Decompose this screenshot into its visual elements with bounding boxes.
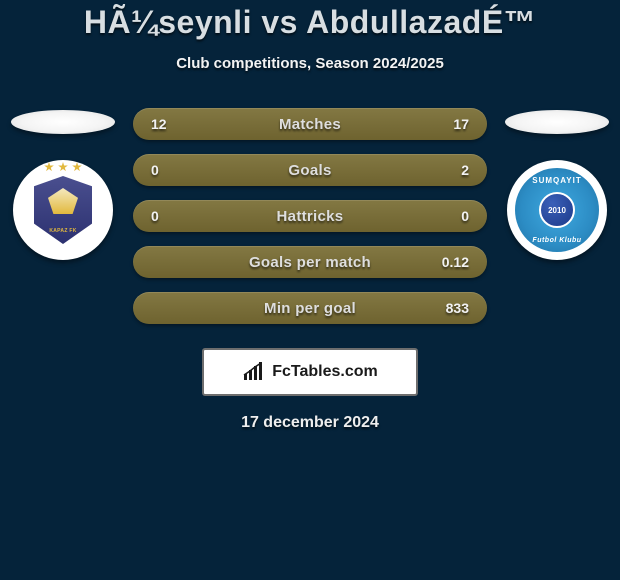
- date-label: 17 december 2024: [0, 414, 620, 432]
- right-club-year: 2010: [548, 206, 566, 215]
- stat-right-value: 0.12: [429, 254, 469, 270]
- stat-row: 0 Goals 2: [133, 154, 487, 186]
- stat-right-value: 17: [429, 116, 469, 132]
- player-silhouette-placeholder: [505, 110, 609, 134]
- circle-badge-icon: SUMQAYIT 2010 Futbol Klubu: [515, 168, 599, 252]
- stat-label: Goals: [288, 162, 331, 179]
- bar-chart-icon: [242, 362, 266, 382]
- brand-text: FcTables.com: [272, 363, 378, 381]
- stat-left-value: 0: [151, 162, 191, 178]
- stat-right-value: 833: [429, 300, 469, 316]
- shield-icon: KAPAZ FK: [34, 176, 92, 244]
- left-player-column: KAPAZ FK: [7, 108, 119, 260]
- right-player-column: SUMQAYIT 2010 Futbol Klubu: [501, 108, 613, 260]
- stat-left-value: 0: [151, 208, 191, 224]
- page-subtitle: Club competitions, Season 2024/2025: [0, 55, 620, 72]
- stat-label: Matches: [279, 116, 341, 133]
- right-club-bottom-text: Futbol Klubu: [532, 237, 581, 244]
- stat-right-value: 2: [429, 162, 469, 178]
- stats-table: 12 Matches 17 0 Goals 2 0 Hattricks 0 Go…: [133, 108, 487, 324]
- right-club-top-text: SUMQAYIT: [532, 176, 582, 185]
- club-stars-icon: [44, 162, 82, 172]
- right-club-badge: SUMQAYIT 2010 Futbol Klubu: [507, 160, 607, 260]
- page-title: HÃ¼seynli vs AbdullazadÉ™: [0, 4, 620, 41]
- stat-label: Min per goal: [264, 300, 356, 317]
- stat-label: Hattricks: [277, 208, 344, 225]
- stat-row: Min per goal 833: [133, 292, 487, 324]
- main-row: KAPAZ FK 12 Matches 17 0 Goals 2 0 Hattr…: [0, 108, 620, 324]
- stat-row: 0 Hattricks 0: [133, 200, 487, 232]
- stat-row: Goals per match 0.12: [133, 246, 487, 278]
- left-club-badge: KAPAZ FK: [13, 160, 113, 260]
- brand-link[interactable]: FcTables.com: [202, 348, 418, 396]
- stat-left-value: 12: [151, 116, 191, 132]
- ball-icon: 2010: [539, 192, 575, 228]
- stat-label: Goals per match: [249, 254, 371, 271]
- stat-right-value: 0: [429, 208, 469, 224]
- left-club-short: KAPAZ FK: [49, 228, 76, 234]
- player-silhouette-placeholder: [11, 110, 115, 134]
- comparison-card: HÃ¼seynli vs AbdullazadÉ™ Club competiti…: [0, 0, 620, 432]
- stat-row: 12 Matches 17: [133, 108, 487, 140]
